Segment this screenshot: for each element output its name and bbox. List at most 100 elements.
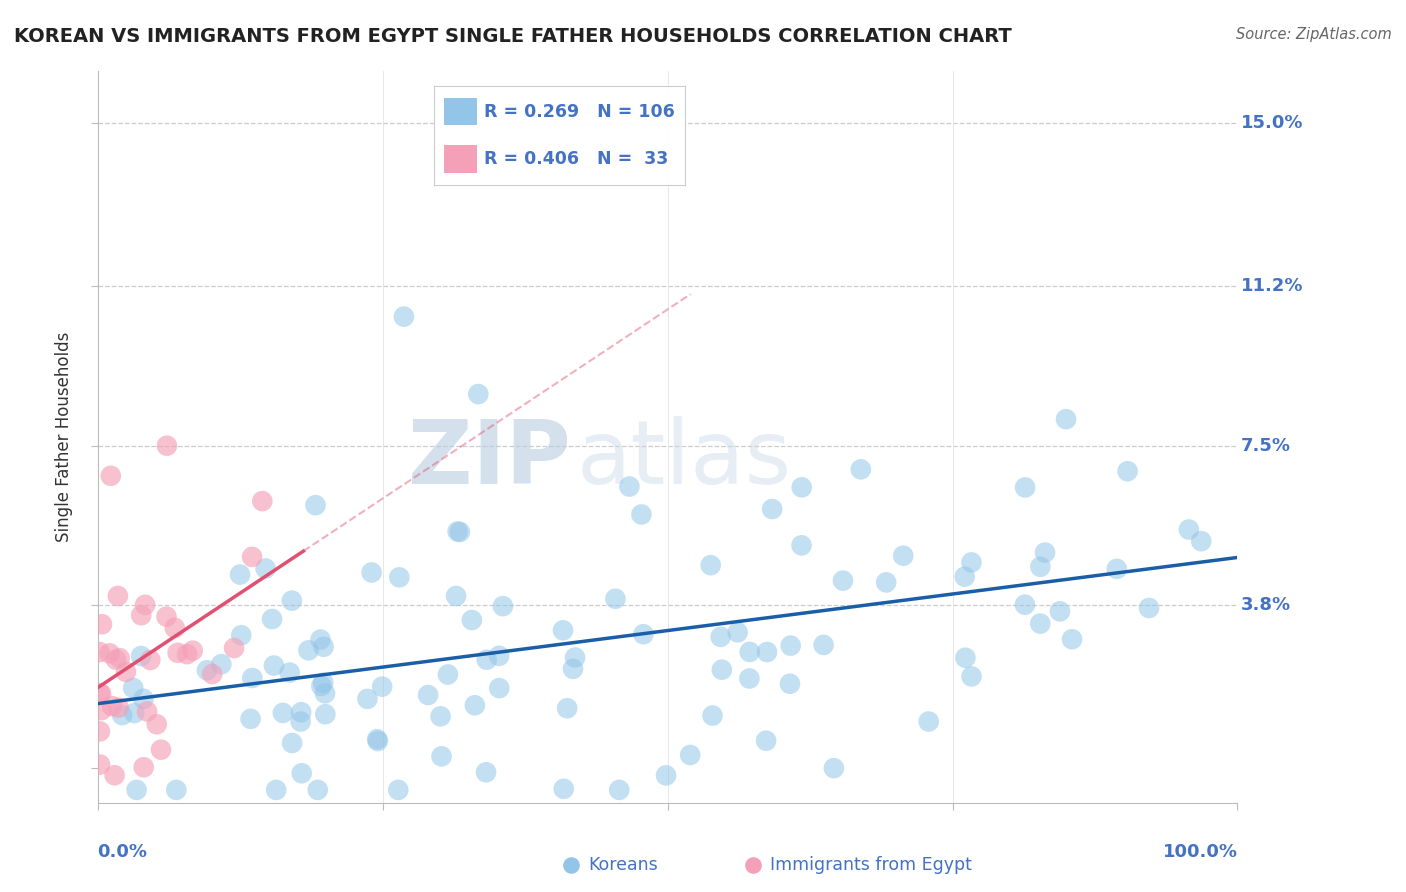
Point [388,570,411,584]
Point [291,766,314,780]
Point [488,681,510,695]
Point [738,645,761,659]
Point [134,598,156,612]
Point [100,468,122,483]
Point [699,558,721,573]
Point [90,703,112,717]
Point [271,706,294,720]
Point [98,646,121,660]
Text: Source: ZipAtlas.com: Source: ZipAtlas.com [1236,27,1392,42]
Point [104,652,127,666]
Point [201,667,224,681]
Point [1189,534,1212,549]
Point [1178,523,1201,537]
Point [488,648,510,663]
Point [790,538,813,552]
Point [149,742,172,756]
Point [960,669,983,683]
Point [1014,480,1036,494]
Text: ZIP: ZIP [408,416,571,502]
Point [1060,632,1083,647]
Point [278,665,301,680]
Point [176,647,198,661]
Text: Koreans: Koreans [588,856,658,874]
Point [619,479,641,493]
Point [125,783,148,797]
Point [356,691,378,706]
Point [446,524,468,539]
Text: 0.0%: 0.0% [97,843,148,861]
Text: 3.8%: 3.8% [1240,596,1291,614]
Point [1029,559,1052,574]
Point [779,639,801,653]
Point [444,589,467,603]
Point [254,561,277,575]
Point [156,439,179,453]
Point [89,724,111,739]
Point [679,747,702,762]
Point [103,768,125,782]
Point [1054,412,1077,426]
Point [281,593,304,607]
Point [761,502,783,516]
Point [475,765,498,780]
Text: Immigrants from Egypt: Immigrants from Egypt [770,856,972,874]
Point [449,524,471,539]
Point [111,708,134,723]
Point [633,627,655,641]
Point [262,612,284,626]
Point [309,632,332,647]
Point [314,686,336,700]
Point [371,680,394,694]
Point [955,650,977,665]
Text: 7.5%: 7.5% [1240,437,1291,455]
Point [429,709,451,723]
Point [290,705,312,719]
Point [132,691,155,706]
Point [738,672,761,686]
Point [416,688,439,702]
Point [562,662,585,676]
Point [181,643,204,657]
Point [263,658,285,673]
Point [360,566,382,580]
Point [630,508,652,522]
Point [555,701,578,715]
Point [129,608,152,623]
Point [437,667,460,681]
Point [311,679,333,693]
Point [564,650,586,665]
Point [231,628,253,642]
Point [240,671,263,685]
Point [264,783,287,797]
Point [464,698,486,713]
Point [209,657,232,672]
Point [166,646,188,660]
Text: 15.0%: 15.0% [1240,114,1303,132]
Point [551,624,574,638]
Point [756,645,779,659]
Point [240,549,263,564]
Point [1029,616,1052,631]
Point [367,734,389,748]
Point [790,480,813,494]
Point [702,708,724,723]
Point [710,663,733,677]
Point [1014,598,1036,612]
Point [195,663,218,677]
Point [832,574,855,588]
Point [607,783,630,797]
Point [710,630,733,644]
Text: KOREAN VS IMMIGRANTS FROM EGYPT SINGLE FATHER HOUSEHOLDS CORRELATION CHART: KOREAN VS IMMIGRANTS FROM EGYPT SINGLE F… [14,27,1012,45]
Point [312,640,335,654]
Point [252,494,274,508]
Point [312,675,335,690]
Point [605,591,627,606]
Point [239,712,262,726]
Point [492,599,515,614]
Y-axis label: Single Father Households: Single Father Households [55,332,73,542]
Point [136,705,159,719]
Point [1137,601,1160,615]
Point [101,699,124,714]
Point [122,681,145,695]
